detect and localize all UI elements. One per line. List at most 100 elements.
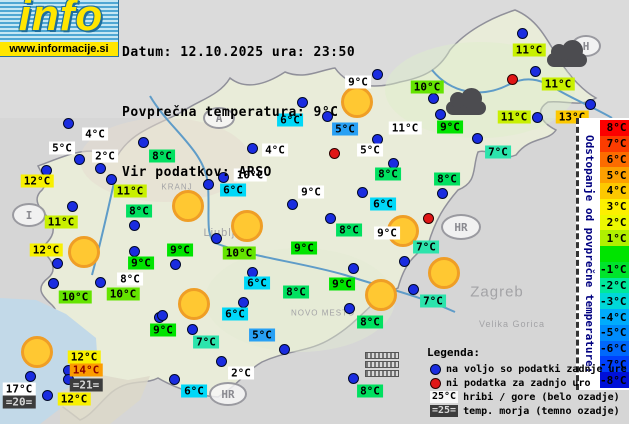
scale-row: -1°C [600, 261, 629, 278]
station-dot-data-available [63, 118, 74, 129]
scale-colorbar: 8°C 7°C 6°C 5°C 4°C 3°C 2°C 1°C -1°C -2°C -3°C -4°C… [600, 118, 629, 390]
sun-icon [428, 257, 460, 289]
hatched-bars-icon [365, 352, 399, 379]
station-temp-label: =21= [69, 378, 103, 392]
logo-site-link[interactable]: www.informacije.si [0, 42, 118, 56]
station-dot-data-available [585, 99, 596, 110]
site-logo[interactable]: info www.informacije.si [0, 0, 119, 57]
station-dot-data-available [238, 297, 249, 308]
place-label: KRANJ [161, 182, 193, 192]
station-dot-data-available [532, 112, 543, 123]
station-temp-label: 11°C [512, 43, 546, 57]
station-temp-label: 9°C [298, 185, 324, 199]
cloud-icon [547, 40, 587, 67]
station-dot-no-data [507, 74, 518, 85]
station-dot-no-data [329, 148, 340, 159]
station-temp-label: 9°C [345, 75, 371, 89]
station-dot-data-available [74, 154, 85, 165]
scale-row: 5°C [600, 167, 629, 184]
station-temp-label: 6°C [277, 113, 303, 127]
legend-white-box-sample: 25°C [430, 391, 459, 403]
station-temp-label: 7°C [193, 335, 219, 349]
station-temp-label: 9°C [167, 243, 193, 257]
station-temp-label: 11°C [113, 184, 147, 198]
station-temp-label: 9°C [128, 256, 154, 270]
station-dot-data-available [106, 174, 117, 185]
station-temp-label: 2°C [228, 366, 254, 380]
station-temp-label: 9°C [374, 226, 400, 240]
country-marker-i: I [12, 203, 46, 227]
scale-row: -2°C [600, 277, 629, 294]
station-temp-label: 5°C [49, 141, 75, 155]
station-dot-data-available [408, 284, 419, 295]
station-dot-data-available [472, 133, 483, 144]
station-dot-data-available [170, 259, 181, 270]
station-temp-label: 6°C [181, 384, 207, 398]
header-source: Vir podatkov: ARSO [122, 165, 272, 180]
legend-item-text: temp. morja (temno ozadje) [463, 405, 620, 417]
station-temp-label: 9°C [437, 120, 463, 134]
country-marker-a: A [203, 107, 235, 129]
legend-item: ni podatka za zadnjo uro [430, 376, 627, 390]
station-dot-data-available [187, 324, 198, 335]
station-dot-data-available [344, 303, 355, 314]
station-temp-label: 14°C [69, 363, 103, 377]
station-temp-label: 7°C [413, 240, 439, 254]
station-dot-data-available [297, 97, 308, 108]
station-dot-data-available [530, 66, 541, 77]
place-label: Zagreb [470, 283, 524, 301]
station-temp-label: 12°C [67, 350, 101, 364]
scale-row: 1°C [600, 230, 629, 247]
station-dot-data-available [435, 109, 446, 120]
station-temp-label: 10°C [222, 246, 256, 260]
station-temp-label: 5°C [249, 328, 275, 342]
station-temp-label: 8°C [283, 285, 309, 299]
station-dot-data-available [211, 233, 222, 244]
station-temp-label: 17°C [2, 382, 36, 396]
legend-blue-dot-icon [430, 363, 441, 375]
station-temp-label: 9°C [329, 277, 355, 291]
station-temp-label: 8°C [357, 384, 383, 398]
station-temp-label: 4°C [82, 127, 108, 141]
station-temp-label: 8°C [336, 223, 362, 237]
station-temp-label: 6°C [370, 197, 396, 211]
station-temp-label: 2°C [92, 149, 118, 163]
station-temp-label: 8°C [375, 167, 401, 181]
scale-row: -3°C [600, 293, 629, 310]
station-dot-data-available [517, 28, 528, 39]
station-temp-label: 10°C [233, 168, 267, 182]
scale-row: 7°C [600, 135, 629, 152]
station-temp-label: 10°C [58, 290, 92, 304]
place-label: Velika Gorica [478, 319, 546, 329]
deviation-scale-panel: Odstopanje od povprečne temperature: 8°C… [576, 118, 629, 390]
station-dot-no-data [423, 213, 434, 224]
station-dot-data-available [129, 220, 140, 231]
place-label: NOVO MESTO [290, 308, 356, 318]
station-temp-label: 11°C [541, 77, 575, 91]
logo-text: info [18, 0, 104, 40]
station-dot-data-available [95, 277, 106, 288]
station-dot-data-available [325, 213, 336, 224]
station-temp-label: 7°C [420, 294, 446, 308]
station-temp-label: 12°C [20, 174, 54, 188]
station-temp-label: 10°C [106, 287, 140, 301]
scale-row: -4°C [600, 309, 629, 325]
legend-item-text: na voljo so podatki zadnje ure [446, 363, 627, 375]
station-temp-label: 12°C [57, 392, 91, 406]
station-dot-data-available [157, 310, 168, 321]
legend-item: 25°C hribi / gore (belo ozadje) [430, 390, 627, 404]
station-temp-label: 5°C [332, 122, 358, 136]
scale-row: -7°C [600, 356, 629, 373]
station-dot-data-available [48, 278, 59, 289]
scale-row: 8°C [600, 120, 629, 136]
station-dot-data-available [348, 373, 359, 384]
sun-icon [21, 336, 53, 368]
station-temp-label: 10°C [410, 80, 444, 94]
station-temp-label: 6°C [222, 307, 248, 321]
legend-item: =25= temp. morja (temno ozadje) [430, 404, 627, 418]
station-dot-data-available [322, 111, 333, 122]
station-temp-label: 12°C [29, 243, 63, 257]
scale-row: 6°C [600, 151, 629, 168]
sun-icon [68, 236, 100, 268]
